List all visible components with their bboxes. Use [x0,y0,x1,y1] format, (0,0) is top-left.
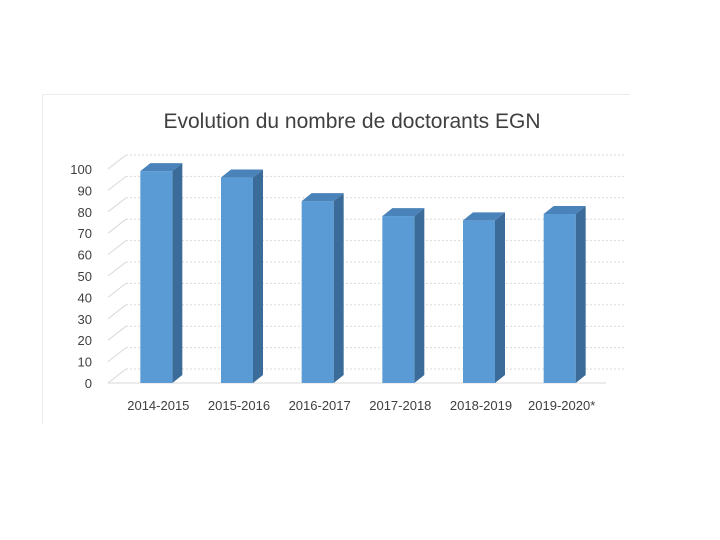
bar-2015-2016 [221,169,263,383]
y-tick-label: 60 [78,248,92,263]
bar-side [333,193,344,383]
y-axis-ticks: 0 10 20 30 40 50 60 70 80 90 100 [70,162,92,391]
y-tick-label: 80 [78,205,92,220]
y-tick-label: 90 [78,183,92,198]
gridline-diagonal [107,240,127,255]
y-tick-label: 40 [78,290,92,305]
bar-side [495,212,505,383]
bar-front [463,220,495,383]
bars [140,163,586,383]
bar-top [543,205,586,214]
x-category-label: 2018-2019 [450,398,512,413]
x-category-label: 2014-2015 [127,398,189,413]
bar-2016-2017 [301,193,344,383]
bar-side [172,163,183,383]
x-category-label: 2015-2016 [208,398,270,413]
chart-title: Evolution du nombre de doctorants EGN [163,110,540,133]
bar-top [382,208,425,217]
bar-front [301,201,334,383]
bar-top [221,169,263,178]
y-tick-label: 0 [85,376,92,391]
bar-2019-2020* [543,205,586,383]
bar-front [382,216,415,383]
bar-side [253,169,263,383]
y-tick-label: 50 [78,269,92,284]
y-tick-label: 30 [78,312,92,327]
y-tick-label: 20 [78,333,92,348]
gridline-diagonal [107,154,127,170]
bar-2014-2015 [140,163,183,383]
gridline-diagonal [107,347,127,362]
bar-side [575,205,586,383]
chart-frame [42,94,630,424]
x-axis-categories: 2014-2015 2015-2016 2016-2017 2017-2018 2018… [127,398,595,413]
x-category-label: 2019-2020* [528,398,595,413]
gridline-diagonal [107,197,127,213]
x-category-label: 2016-2017 [289,398,351,413]
gridlines [107,154,626,384]
y-tick-label: 10 [78,355,92,370]
bar-2018-2019 [463,212,505,383]
bar-2017-2018 [382,208,425,383]
gridline-diagonal [107,218,127,234]
bar-front [543,213,576,383]
gridline-diagonal [107,176,127,191]
bar-top [140,163,183,172]
bar-side [414,208,425,383]
gridline-diagonal [107,304,127,320]
x-category-label: 2017-2018 [369,398,431,413]
bar-front [140,171,173,383]
y-tick-label: 70 [78,226,92,241]
gridline-diagonal [107,283,127,298]
bar-top [463,212,505,221]
gridline-diagonal [107,368,127,384]
gridline-diagonal [107,325,127,341]
bar-top [301,193,344,202]
gridline-diagonal [107,261,127,277]
bar-front [221,177,253,383]
y-tick-label: 100 [70,162,92,177]
